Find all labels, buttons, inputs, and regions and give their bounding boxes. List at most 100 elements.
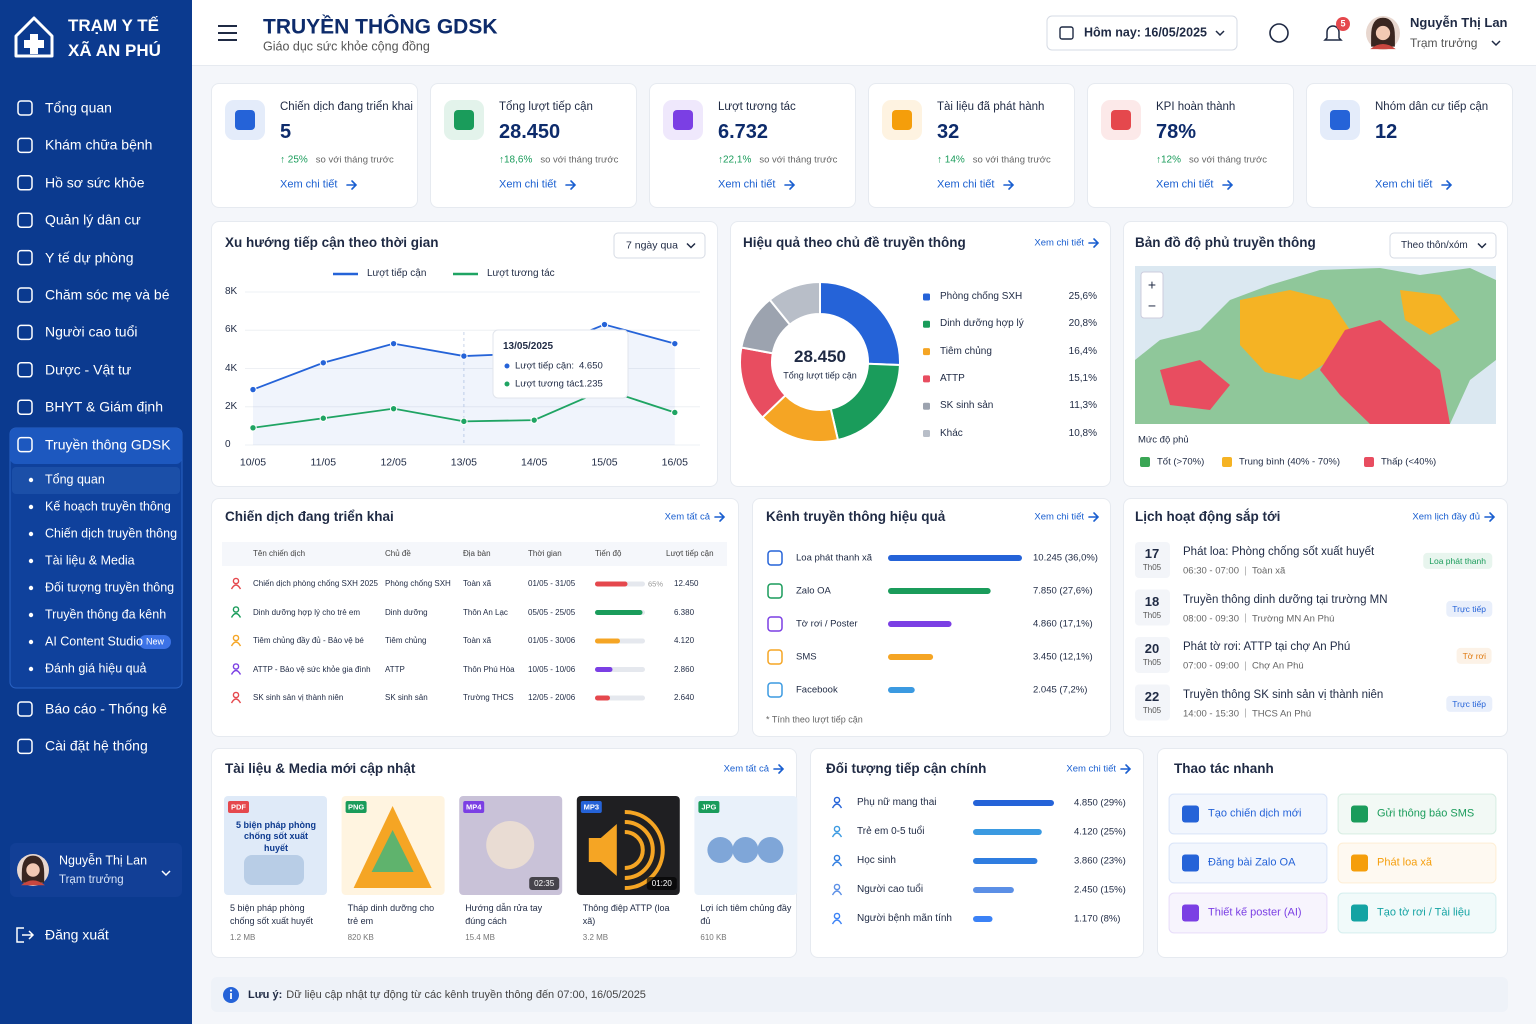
legend-swatch [1222, 457, 1232, 467]
link[interactable]: Xem lịch đầy đủ [1412, 511, 1480, 523]
cell: Thôn An Lạc [463, 607, 508, 617]
action-label[interactable]: Tạo chiến dịch mới [1208, 807, 1302, 820]
chevron-icon [161, 870, 171, 877]
separator [1245, 661, 1246, 671]
menu-item[interactable]: Truyền thông GDSK [45, 436, 171, 453]
link[interactable]: Xem chi tiết [718, 178, 776, 191]
progress-bar [595, 581, 628, 587]
thumbnail [576, 796, 680, 895]
filter-text[interactable]: Theo thôn/xóm [1401, 239, 1468, 251]
submenu-item[interactable]: Chiến dịch truyền thông [45, 526, 178, 541]
type-badge [580, 801, 602, 813]
separator [1245, 708, 1246, 718]
submenu-item[interactable]: Truyền thông đa kênh [45, 607, 167, 622]
kpi-change: ↑ 14% so với tháng trước [937, 155, 1051, 166]
event-title[interactable]: Phát loa: Phòng chống sốt xuất huyết [1183, 546, 1375, 559]
link[interactable]: Xem tất cả [723, 763, 769, 775]
y-tick-label: 0 [225, 439, 231, 450]
action-label[interactable]: Thiết kế poster (AI) [1208, 906, 1302, 919]
date-text[interactable]: Hôm nay: 16/05/2025 [1084, 25, 1207, 40]
menu-item[interactable]: Dược - Vật tư [45, 361, 132, 378]
channel-name: Loa phát thanh xã [796, 552, 873, 564]
media-title[interactable]: Hướng dẫn rửa tay đúng cách [465, 903, 543, 926]
link[interactable]: Xem chi tiết [1034, 237, 1084, 249]
zoom-out[interactable]: − [1147, 297, 1157, 314]
link[interactable]: Xem chi tiết [1034, 511, 1084, 523]
action-label[interactable]: Đăng bài Zalo OA [1208, 856, 1296, 869]
action-label[interactable]: Phát loa xã [1377, 856, 1433, 869]
legend-value: 11,3% [1069, 400, 1097, 412]
kpi-label: Tổng lượt tiếp cận [499, 101, 593, 114]
logout[interactable]: Đăng xuất [45, 926, 109, 943]
link[interactable]: Xem chi tiết [1156, 178, 1214, 191]
link[interactable]: Xem chi tiết [1375, 178, 1433, 191]
zoom-in[interactable]: + [1147, 276, 1157, 293]
thumb-art [707, 837, 734, 863]
menu-item[interactable]: Cài đặt hệ thống [45, 737, 148, 754]
media-title[interactable]: 5 biện pháp phòng chống sốt xuất huyết [230, 903, 314, 926]
menu-item[interactable]: Hồ sơ sức khỏe [45, 174, 145, 191]
submenu-item[interactable]: Đánh giá hiệu quả [45, 661, 147, 676]
panel [1087, 83, 1294, 208]
menu-item[interactable]: Khám chữa bệnh [45, 136, 153, 153]
thumb-art [757, 837, 784, 863]
action-label[interactable]: Gửi thông báo SMS [1377, 807, 1475, 820]
chevron-icon [1215, 30, 1225, 37]
legend-value: 20,8% [1068, 318, 1097, 330]
event-place: Chợ An Phú [1252, 660, 1304, 672]
action-label[interactable]: Tạo tờ rơi / Tài liệu [1377, 906, 1471, 919]
point [319, 414, 327, 422]
event-meta: 07:00 - 09:00 Chợ An Phú [1183, 661, 1304, 672]
kpi-change: ↑ 25% so với tháng trước [280, 155, 394, 166]
menu-item[interactable]: Y tế dự phòng [45, 249, 134, 266]
bullet [28, 477, 34, 483]
link[interactable]: Xem chi tiết [1066, 763, 1116, 775]
link[interactable]: Xem chi tiết [280, 178, 338, 191]
arrow-icon [1088, 238, 1100, 248]
submenu-item[interactable]: AI Content Studio [45, 634, 143, 649]
legend-swatch [923, 430, 930, 437]
event-title[interactable]: Phát tờ rơi: ATTP tại chợ An Phú [1183, 641, 1351, 654]
media-title[interactable]: Lợi ích tiêm chủng đầy đủ [700, 903, 792, 926]
cell: 2.860 [674, 664, 695, 674]
person-icon [831, 861, 843, 867]
menu-item[interactable]: Quản lý dân cư [45, 211, 141, 228]
media-title[interactable]: Tháp dinh dưỡng cho trẻ em [347, 903, 435, 926]
media-title[interactable]: Thông điệp ATTP (loa xã) [582, 903, 670, 926]
submenu-item[interactable]: Đối tượng truyền thông [45, 580, 175, 595]
point [671, 408, 679, 417]
column-header: Tiến độ [595, 549, 622, 559]
kpi-change-note: so với tháng trước [540, 154, 619, 166]
notice-label: Lưu ý: [248, 989, 283, 1001]
legend-swatch [1140, 457, 1150, 467]
menu-item[interactable]: Người cao tuổi [45, 323, 138, 340]
menu-item[interactable]: Báo cáo - Thống kê [45, 700, 167, 717]
menu-item[interactable]: BHYT & Giám định [45, 398, 164, 415]
bullet [28, 666, 34, 672]
event-title[interactable]: Truyền thông SK sinh sản vị thành niên [1183, 688, 1384, 701]
event-month: Th05 [1142, 563, 1162, 573]
filter-text[interactable]: 7 ngày qua [626, 239, 678, 252]
menu-item[interactable]: Chăm sóc mẹ và bé [45, 286, 170, 303]
panel [868, 83, 1075, 208]
legend-label: Dinh dưỡng hợp lý [940, 318, 1024, 330]
event-title[interactable]: Truyền thông dinh dưỡng tại trường MN [1183, 593, 1388, 606]
link[interactable]: Xem chi tiết [937, 178, 995, 191]
chevron-icon [686, 242, 696, 249]
x-tick-label: 11/05 [310, 456, 337, 469]
submenu-item[interactable]: Tổng quan [45, 472, 105, 487]
brand: TRẠM Y TẾ [68, 15, 159, 35]
new-badge [139, 635, 171, 649]
bar-label: 4.860 (17,1%) [1033, 618, 1093, 630]
kpi-value: 6.732 [718, 121, 769, 143]
kpi-change: ↑12% so với tháng trước [1156, 155, 1267, 166]
legend-label: Thấp (<40%) [1381, 456, 1437, 468]
menu-item[interactable]: Tổng quan [45, 99, 112, 116]
event-time: 07:00 - 09:00 [1183, 660, 1239, 672]
submenu-item[interactable]: Kế hoạch truyền thông [45, 499, 171, 514]
submenu-item[interactable]: Tài liệu & Media [45, 553, 135, 568]
link[interactable]: Xem tất cả [664, 511, 710, 523]
link[interactable]: Xem chi tiết [499, 178, 557, 191]
bar-label: 7.850 (27,6%) [1033, 585, 1093, 597]
